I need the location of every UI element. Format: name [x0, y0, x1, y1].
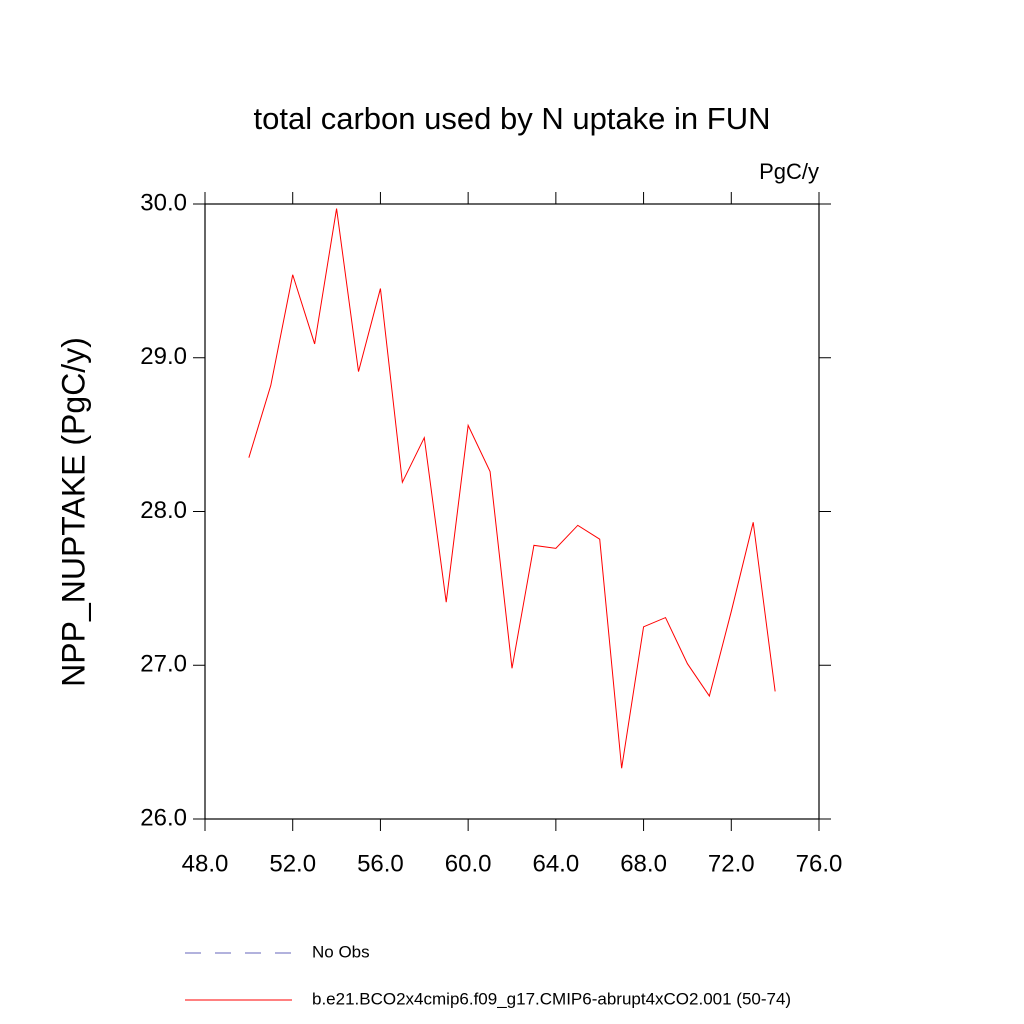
data-line [248, 208, 776, 769]
x-tick-label: 76.0 [796, 850, 843, 877]
y-tick-label: 29.0 [140, 343, 187, 370]
chart-title: total carbon used by N uptake in FUN [254, 101, 771, 136]
x-tick-label: 52.0 [269, 850, 316, 877]
y-tick-label: 26.0 [140, 804, 187, 831]
x-tick-label: 60.0 [445, 850, 492, 877]
legend-label: b.e21.BCO2x4cmip6.f09_g17.CMIP6-abrupt4x… [312, 989, 791, 1008]
x-tick-label: 56.0 [357, 850, 404, 877]
units-label: PgC/y [759, 159, 819, 184]
x-tick-label: 72.0 [708, 850, 755, 877]
y-tick-label: 28.0 [140, 497, 187, 524]
y-axis-label: NPP_NUPTAKE (PgC/y) [55, 337, 91, 687]
x-tick-label: 48.0 [182, 850, 229, 877]
legend-label: No Obs [312, 942, 370, 961]
y-tick-label: 30.0 [140, 189, 187, 216]
y-tick-label: 27.0 [140, 651, 187, 678]
x-tick-label: 68.0 [620, 850, 667, 877]
x-tick-label: 64.0 [532, 850, 579, 877]
plot-frame [204, 203, 820, 820]
